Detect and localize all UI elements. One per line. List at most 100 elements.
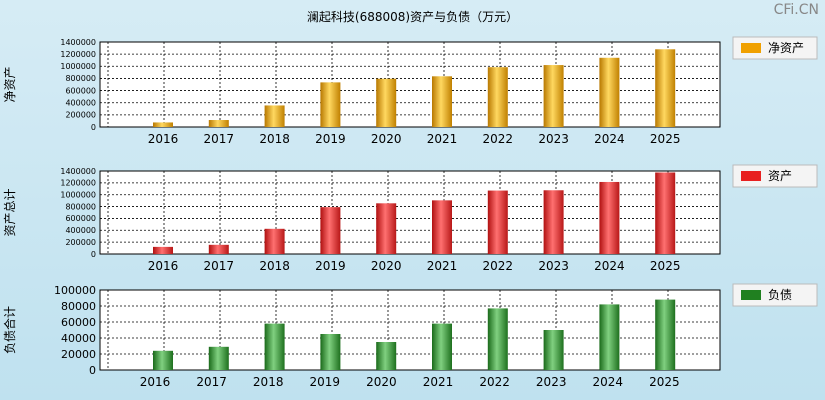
bar-2019 (320, 207, 341, 254)
x-tick-label: 2023 (538, 259, 569, 273)
watermark: CFi.CN (773, 2, 819, 18)
bar-2021 (432, 200, 452, 254)
y-tick-label: 0 (91, 123, 96, 132)
bar-2016 (153, 246, 173, 254)
x-tick-label: 2025 (649, 375, 680, 389)
x-tick-label: 2020 (366, 375, 397, 389)
y-tick-label: 0 (89, 364, 96, 377)
legend-swatch (741, 171, 761, 181)
plot-area-2 (99, 289, 721, 371)
bar-2018 (264, 323, 285, 370)
bar-2025 (655, 299, 676, 370)
bar-2016 (153, 122, 173, 127)
x-tick-label: 2017 (204, 259, 235, 273)
y-tick-label: 1400000 (60, 38, 96, 47)
y-tick-label: 800000 (65, 202, 96, 211)
bar-2023 (543, 65, 564, 127)
x-tick-label: 2025 (650, 132, 681, 146)
y-tick-label: 40000 (61, 332, 96, 345)
y-axis-label: 净资产 (3, 66, 17, 102)
bar-2022 (487, 308, 508, 370)
bar-2017 (208, 120, 229, 127)
x-tick-label: 2024 (593, 375, 624, 389)
x-tick-label: 2023 (538, 132, 569, 146)
bar-2024 (599, 57, 620, 127)
x-tick-label: 2020 (371, 132, 402, 146)
y-tick-label: 1400000 (60, 167, 96, 176)
legend-box (732, 36, 818, 60)
plot-area-0 (99, 41, 721, 128)
legend-box (732, 283, 818, 307)
bar-2020 (376, 342, 397, 370)
y-tick-label: 800000 (65, 74, 96, 83)
bar-2023 (543, 330, 564, 370)
y-tick-label: 1200000 (60, 50, 96, 59)
x-tick-label: 2017 (204, 132, 235, 146)
bar-2019 (320, 82, 341, 127)
legend-label: 净资产 (768, 41, 804, 55)
bar-2024 (599, 181, 620, 254)
x-tick-label: 2016 (148, 132, 179, 146)
x-tick-label: 2018 (259, 259, 290, 273)
y-tick-label: 60000 (61, 316, 96, 329)
legend-label: 负债 (768, 288, 792, 302)
legend-label: 资产 (768, 169, 792, 183)
y-tick-label: 400000 (65, 226, 96, 235)
y-tick-label: 100000 (54, 284, 96, 297)
bar-2018 (264, 105, 285, 127)
x-tick-label: 2017 (196, 375, 227, 389)
y-tick-label: 400000 (65, 99, 96, 108)
bar-2019 (320, 334, 341, 370)
y-tick-label: 1000000 (60, 191, 96, 200)
y-tick-label: 600000 (65, 86, 96, 95)
x-tick-label: 2024 (594, 132, 625, 146)
legend-box (732, 164, 818, 188)
x-tick-label: 2016 (148, 259, 179, 273)
y-tick-label: 200000 (65, 111, 96, 120)
bar-2020 (376, 203, 397, 254)
x-tick-label: 2021 (423, 375, 454, 389)
x-tick-label: 2021 (427, 259, 458, 273)
y-tick-label: 0 (91, 250, 96, 259)
y-axis-label: 负债合计 (2, 306, 17, 354)
y-tick-label: 1200000 (60, 179, 96, 188)
bar-2017 (208, 244, 229, 254)
bar-2022 (487, 190, 508, 254)
x-tick-label: 2019 (315, 259, 346, 273)
x-tick-label: 2019 (310, 375, 341, 389)
x-tick-label: 2018 (253, 375, 284, 389)
y-tick-label: 80000 (61, 300, 96, 313)
bar-2020 (376, 78, 397, 127)
bar-2025 (655, 49, 676, 127)
x-tick-label: 2021 (427, 132, 458, 146)
bar-2016 (153, 350, 173, 370)
x-tick-label: 2022 (483, 132, 514, 146)
x-tick-label: 2016 (140, 375, 171, 389)
x-tick-label: 2025 (650, 259, 681, 273)
x-tick-label: 2018 (259, 132, 290, 146)
plot-area-1 (99, 170, 721, 255)
bar-2021 (432, 76, 452, 127)
x-tick-label: 2019 (315, 132, 346, 146)
x-tick-label: 2024 (594, 259, 625, 273)
x-tick-label: 2023 (536, 375, 567, 389)
legend-swatch (741, 43, 761, 53)
x-tick-label: 2020 (371, 259, 402, 273)
bar-2018 (264, 228, 285, 254)
bar-2023 (543, 190, 564, 254)
y-tick-label: 200000 (65, 238, 96, 247)
y-tick-label: 20000 (61, 348, 96, 361)
bar-2025 (655, 172, 676, 254)
bar-2022 (487, 67, 508, 127)
y-tick-label: 600000 (65, 214, 96, 223)
y-tick-label: 1000000 (60, 62, 96, 71)
y-axis-label: 资产总计 (3, 188, 17, 236)
bar-2021 (432, 323, 452, 370)
x-tick-label: 2022 (483, 259, 514, 273)
x-tick-label: 2022 (479, 375, 510, 389)
chart-title: 澜起科技(688008)资产与负债（万元） (306, 10, 519, 24)
bar-2024 (599, 304, 620, 370)
bar-2017 (208, 346, 229, 370)
legend-swatch (741, 290, 761, 300)
